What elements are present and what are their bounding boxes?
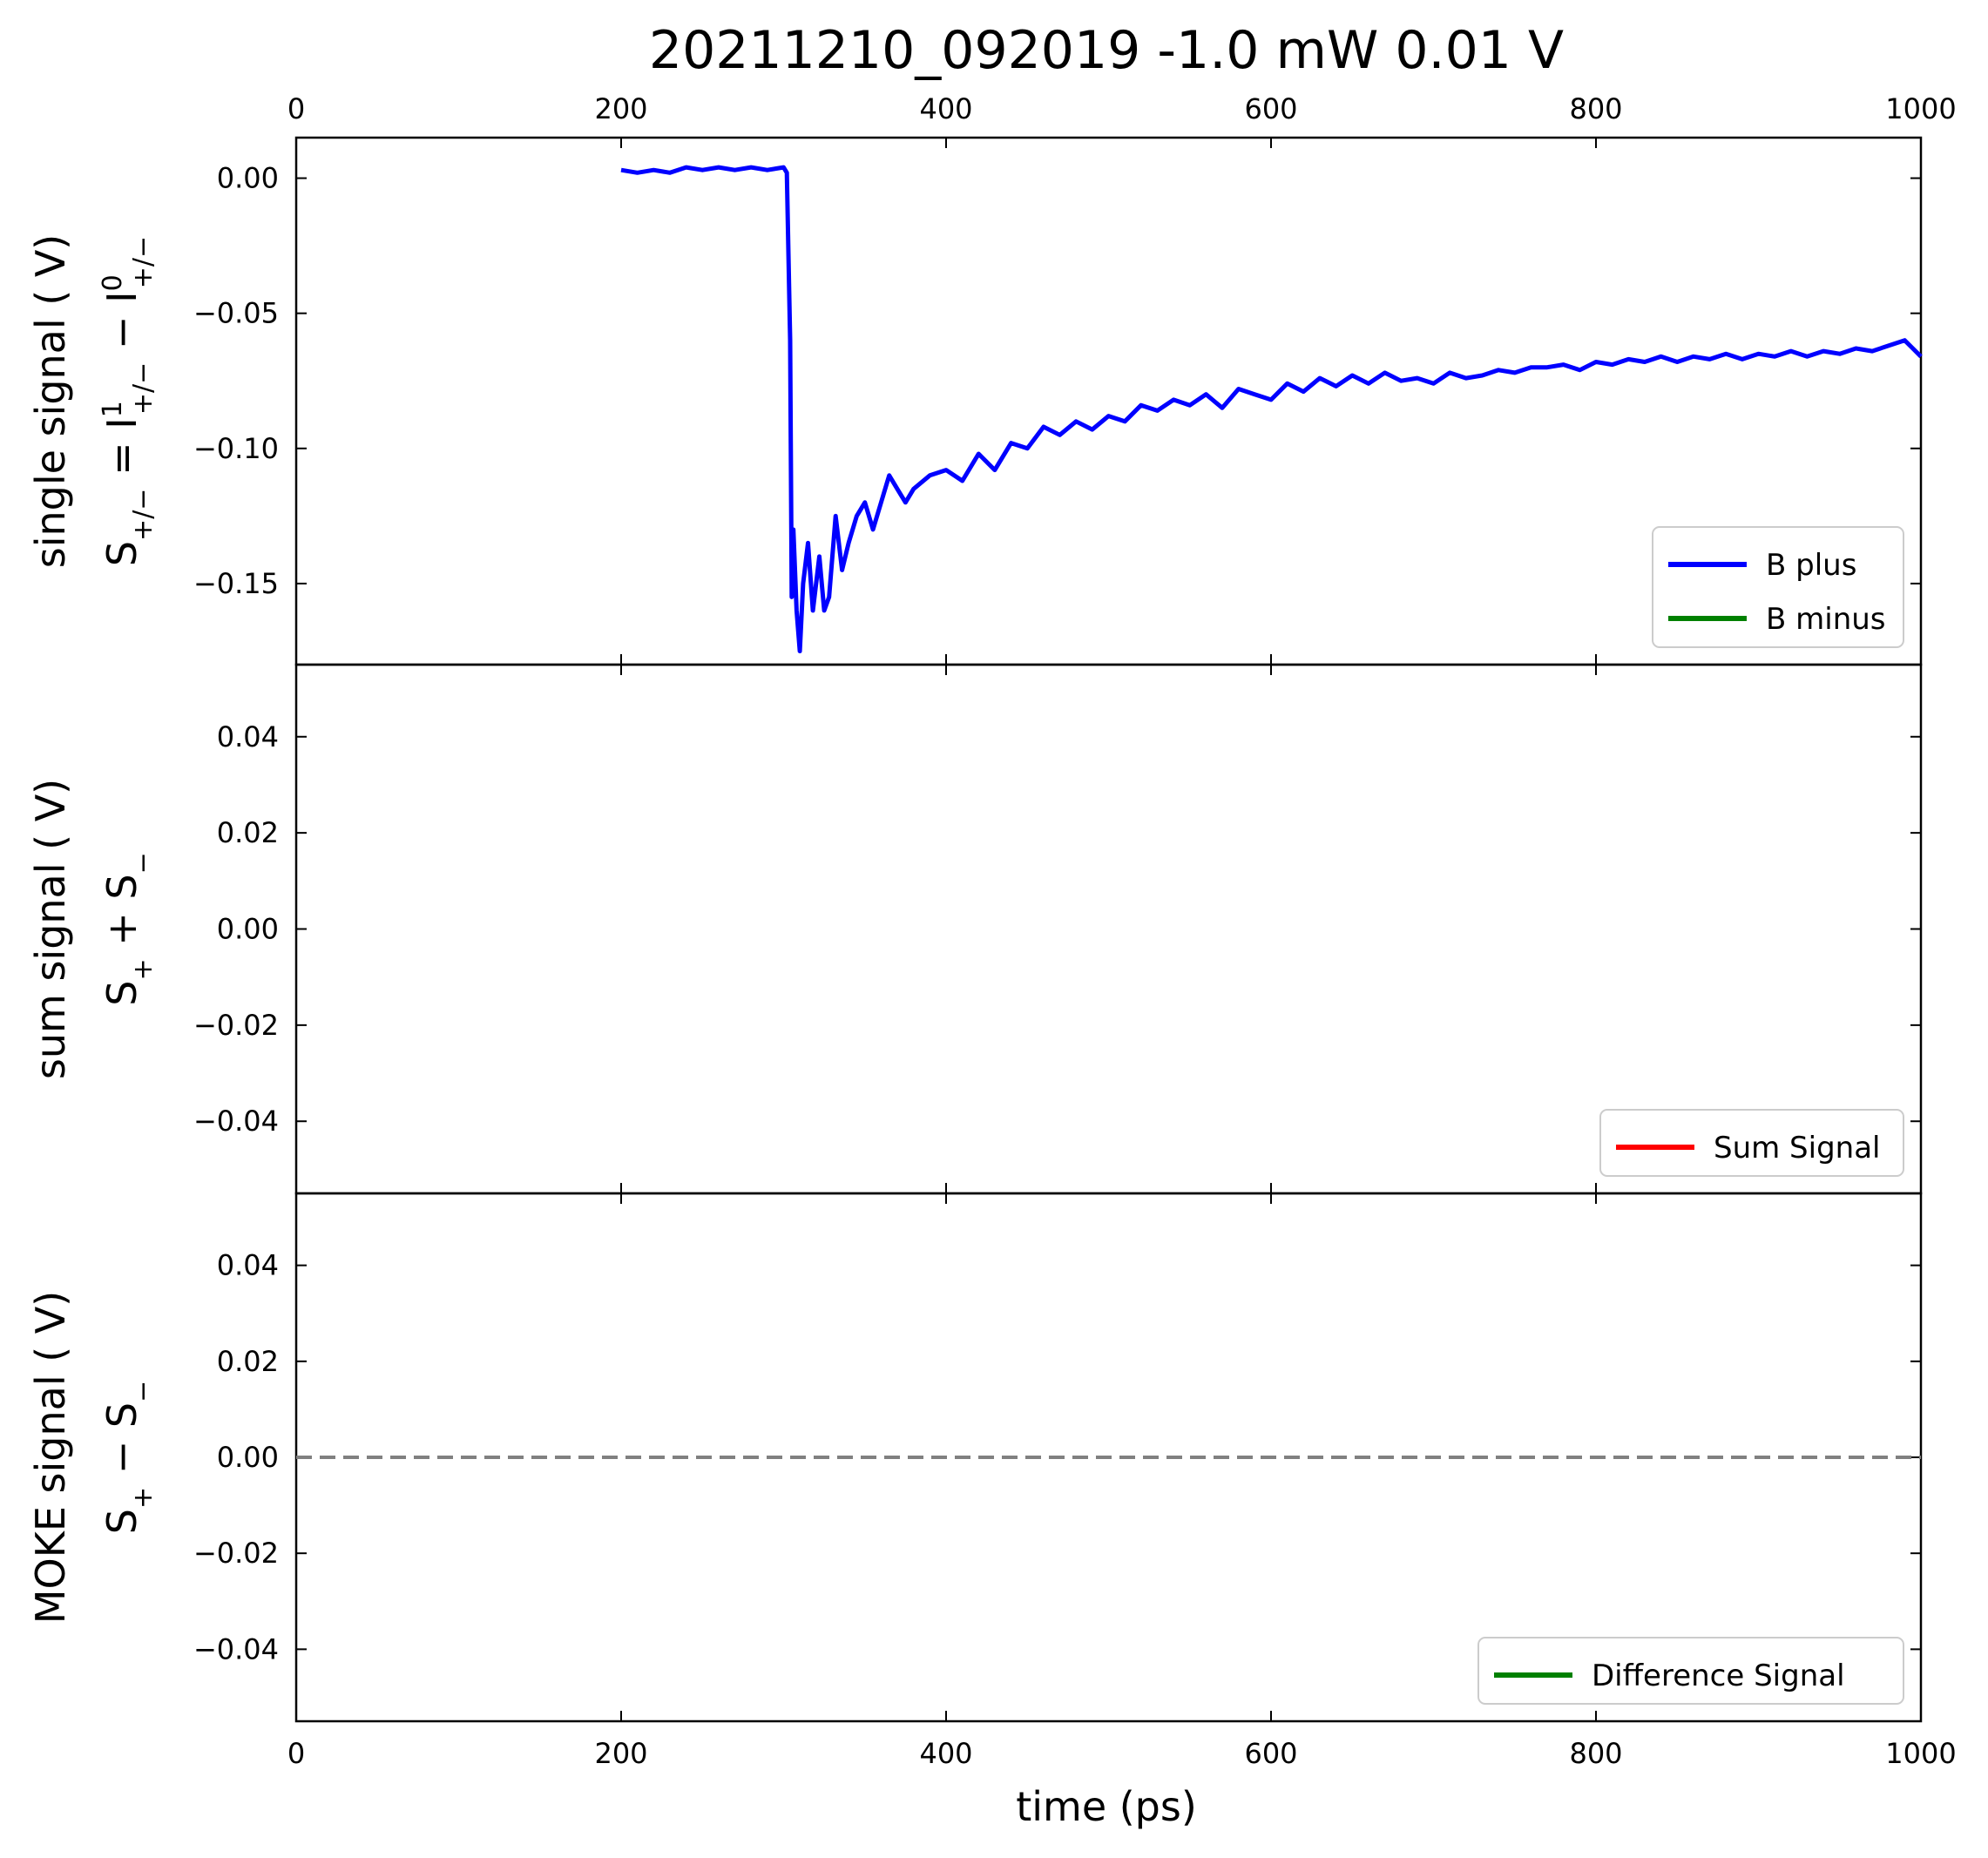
legend-box-moke (1477, 1637, 1904, 1705)
y-axis-formula-sum: S+ + S− (98, 852, 159, 1005)
y-tick-label-moke: 0.04 (217, 1249, 279, 1282)
legend-label-difference-signal: Difference Signal (1592, 1659, 1845, 1693)
formula-part: + (128, 1487, 159, 1509)
legend-label-sum-signal: Sum Signal (1714, 1131, 1881, 1165)
x-tick-label-top: 0 (287, 92, 305, 125)
y-tick-label-sum: 0.02 (217, 816, 279, 849)
x-tick-label-bottom: 400 (919, 1737, 972, 1770)
x-tick-label-bottom: 0 (287, 1737, 305, 1770)
y-tick-label-moke: −0.02 (193, 1537, 279, 1570)
y-tick-label-single: 0.00 (217, 162, 279, 195)
legend-label-b-minus: B minus (1766, 602, 1886, 637)
y-tick-label-moke: 0.00 (217, 1441, 279, 1474)
panel-single: 0 200 400 600 800 1000 0.00 −0.05 −0.10 −0.15 sing… (27, 92, 1957, 666)
y-axis-formula-single: S+/− = I1+/− − I0+/− (98, 236, 159, 566)
x-tick-label-bottom: 200 (594, 1737, 647, 1770)
y-tick-label-sum: 0.04 (217, 720, 279, 753)
formula-part: = I (98, 417, 145, 488)
y-tick-label-moke: −0.04 (193, 1632, 279, 1665)
formula-part: − (128, 852, 159, 874)
x-tick-label-top: 800 (1569, 92, 1622, 125)
x-tick-label-bottom: 1000 (1885, 1737, 1956, 1770)
x-tick-label-top: 400 (919, 92, 972, 125)
panel-moke: 0 200 400 600 800 1000 0.04 0.02 0.00 −0.02 −0.04 M… (27, 1192, 1957, 1770)
formula-part: 0 (98, 274, 128, 291)
formula-part: − I (98, 291, 145, 361)
formula-part: − S (98, 1402, 145, 1487)
legend-box-sum (1599, 1109, 1904, 1177)
x-tick-label-bottom: 800 (1569, 1737, 1622, 1770)
y-axis-formula-moke: S+ − S− (98, 1381, 159, 1534)
legend-label-b-plus: B plus (1766, 548, 1856, 583)
chart-title: 20211210_092019 -1.0 mW 0.01 V (649, 20, 1564, 81)
formula-part: S (98, 981, 145, 1006)
y-tick-label-sum: 0.00 (217, 913, 279, 946)
formula-part: + (128, 958, 159, 980)
x-tick-label-top: 600 (1244, 92, 1297, 125)
x-tick-label-top: 1000 (1885, 92, 1956, 125)
y-tick-label-single: −0.10 (193, 432, 279, 465)
formula-part: +/− (128, 489, 159, 541)
x-axis-label: time (ps) (1016, 1783, 1197, 1830)
formula-part: +/− (128, 236, 159, 288)
formula-part: S (98, 1509, 145, 1534)
y-axis-label-single: single signal ( V) (27, 234, 74, 568)
panels-group: 0 200 400 600 800 1000 0.00 −0.05 −0.10 −0.15 sing… (27, 92, 1957, 1770)
formula-part: − (128, 1381, 159, 1402)
y-tick-label-single: −0.05 (193, 297, 279, 330)
series-line-b-plus (620, 165, 1923, 653)
y-axis-label-sum: sum signal ( V) (27, 779, 74, 1079)
formula-part: S (98, 541, 145, 566)
y-tick-label-moke: 0.02 (217, 1345, 279, 1378)
formula-part: +/− (128, 362, 159, 415)
y-tick-label-sum: −0.02 (193, 1009, 279, 1042)
y-axis-label-moke: MOKE signal ( V) (27, 1291, 74, 1624)
formula-part: + S (98, 874, 145, 958)
y-tick-label-single: −0.15 (193, 567, 279, 600)
y-tick-label-sum: −0.04 (193, 1105, 279, 1138)
x-tick-label-top: 200 (594, 92, 647, 125)
x-tick-label-bottom: 600 (1244, 1737, 1297, 1770)
formula-part: 1 (98, 401, 128, 417)
